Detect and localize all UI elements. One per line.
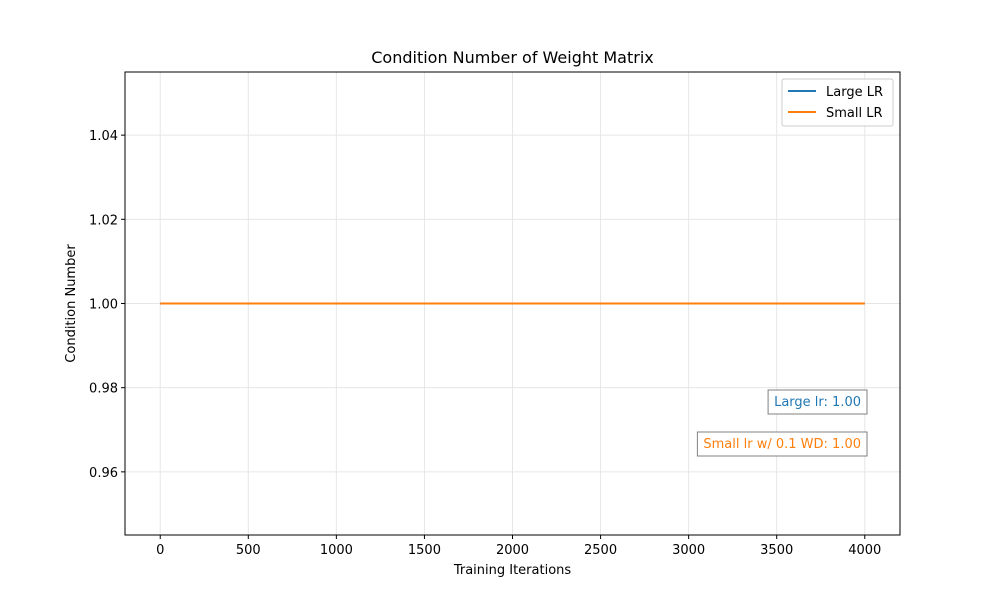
- annotation-large-lr: Large lr: 1.00: [767, 389, 868, 415]
- x-tick-label: 3500: [760, 543, 793, 558]
- x-tick-label: 4000: [848, 543, 881, 558]
- y-tick-label: 0.96: [89, 466, 118, 481]
- annotation-box-small-lr: [696, 431, 868, 457]
- x-tick-label: 2500: [584, 543, 617, 558]
- x-axis-label: Training Iterations: [453, 563, 572, 578]
- y-tick-label: 1.04: [89, 129, 118, 144]
- legend-label-large-lr: Large LR: [826, 85, 883, 100]
- legend: Large LR Small LR: [781, 78, 894, 127]
- x-tick-label: 1500: [408, 543, 441, 558]
- legend-label-small-lr: Small LR: [826, 106, 883, 121]
- y-axis-label: Condition Number: [64, 244, 79, 363]
- tick-layer: 0 500 1000 1500 2000 2500 3000 3500 4000 0.96 0.98…: [89, 129, 881, 558]
- y-tick-label: 1.02: [89, 213, 118, 228]
- x-tick-label: 1000: [320, 543, 353, 558]
- annotation-text-small-lr: Small lr w/ 0.1 WD: 1.00: [703, 437, 861, 452]
- x-tick-label: 500: [236, 543, 261, 558]
- x-tick-label: 2000: [496, 543, 529, 558]
- chart-title: Condition Number of Weight Matrix: [371, 48, 654, 67]
- y-tick-label: 1.00: [89, 298, 118, 313]
- annotation-small-lr: Small lr w/ 0.1 WD: 1.00: [696, 431, 868, 457]
- y-tick-label: 0.98: [89, 382, 118, 397]
- x-tick-label: 3000: [672, 543, 705, 558]
- x-tick-label: 0: [156, 543, 164, 558]
- annotation-box-large-lr: [767, 389, 868, 415]
- annotation-text-large-lr: Large lr: 1.00: [774, 395, 861, 410]
